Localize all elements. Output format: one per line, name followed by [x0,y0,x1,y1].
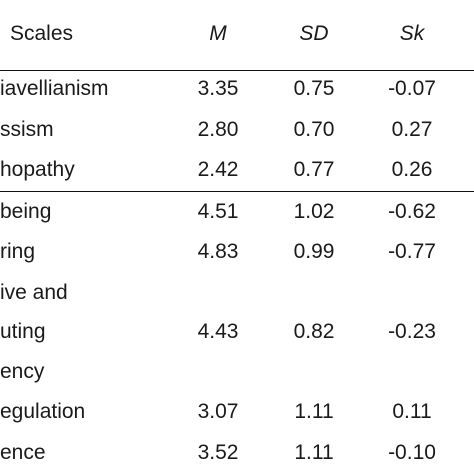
cell-mean: 2.42 [197,158,239,181]
cell-sd: 1.02 [293,200,335,223]
column-header-scales: Scales [10,22,74,45]
cell-mean: 4.43 [197,320,239,343]
header-divider [0,70,474,71]
cell-skewness: 0.11 [392,400,432,423]
cell-mean: 3.07 [197,400,239,423]
cell-sd: 1.11 [294,400,334,423]
cell-skewness: 0.27 [391,118,433,141]
cell-skewness: -0.07 [388,77,436,100]
cell-sd: 0.82 [293,320,335,343]
column-header-skewness: Sk [399,22,425,45]
row-label: being [0,200,52,223]
column-header-sd: SD [299,22,329,45]
row-label: ency [0,360,45,383]
cell-sd: 1.11 [294,441,334,464]
cell-mean: 4.51 [197,200,239,223]
cell-skewness: 0.26 [391,158,433,181]
row-label: ive and [0,281,68,304]
cell-mean: 3.52 [197,441,239,464]
row-label: hopathy [0,158,75,181]
cell-mean: 4.83 [197,240,239,263]
row-label: uting [0,320,46,343]
cell-skewness: -0.10 [388,441,436,464]
column-header-mean: M [209,22,227,45]
cell-skewness: -0.62 [388,200,436,223]
cell-skewness: -0.77 [388,240,436,263]
cell-mean: 3.35 [197,77,239,100]
cell-sd: 0.99 [293,240,335,263]
section-divider [0,191,474,192]
cell-skewness: -0.23 [388,320,436,343]
row-label: ence [0,441,46,464]
row-label: ring [0,240,36,263]
cell-mean: 2.80 [197,118,239,141]
row-label: ssism [0,118,54,141]
cell-sd: 0.75 [293,77,335,100]
row-label: iavellianism [0,77,109,100]
cell-sd: 0.70 [293,118,335,141]
row-label: egulation [0,400,86,423]
cell-sd: 0.77 [293,158,335,181]
